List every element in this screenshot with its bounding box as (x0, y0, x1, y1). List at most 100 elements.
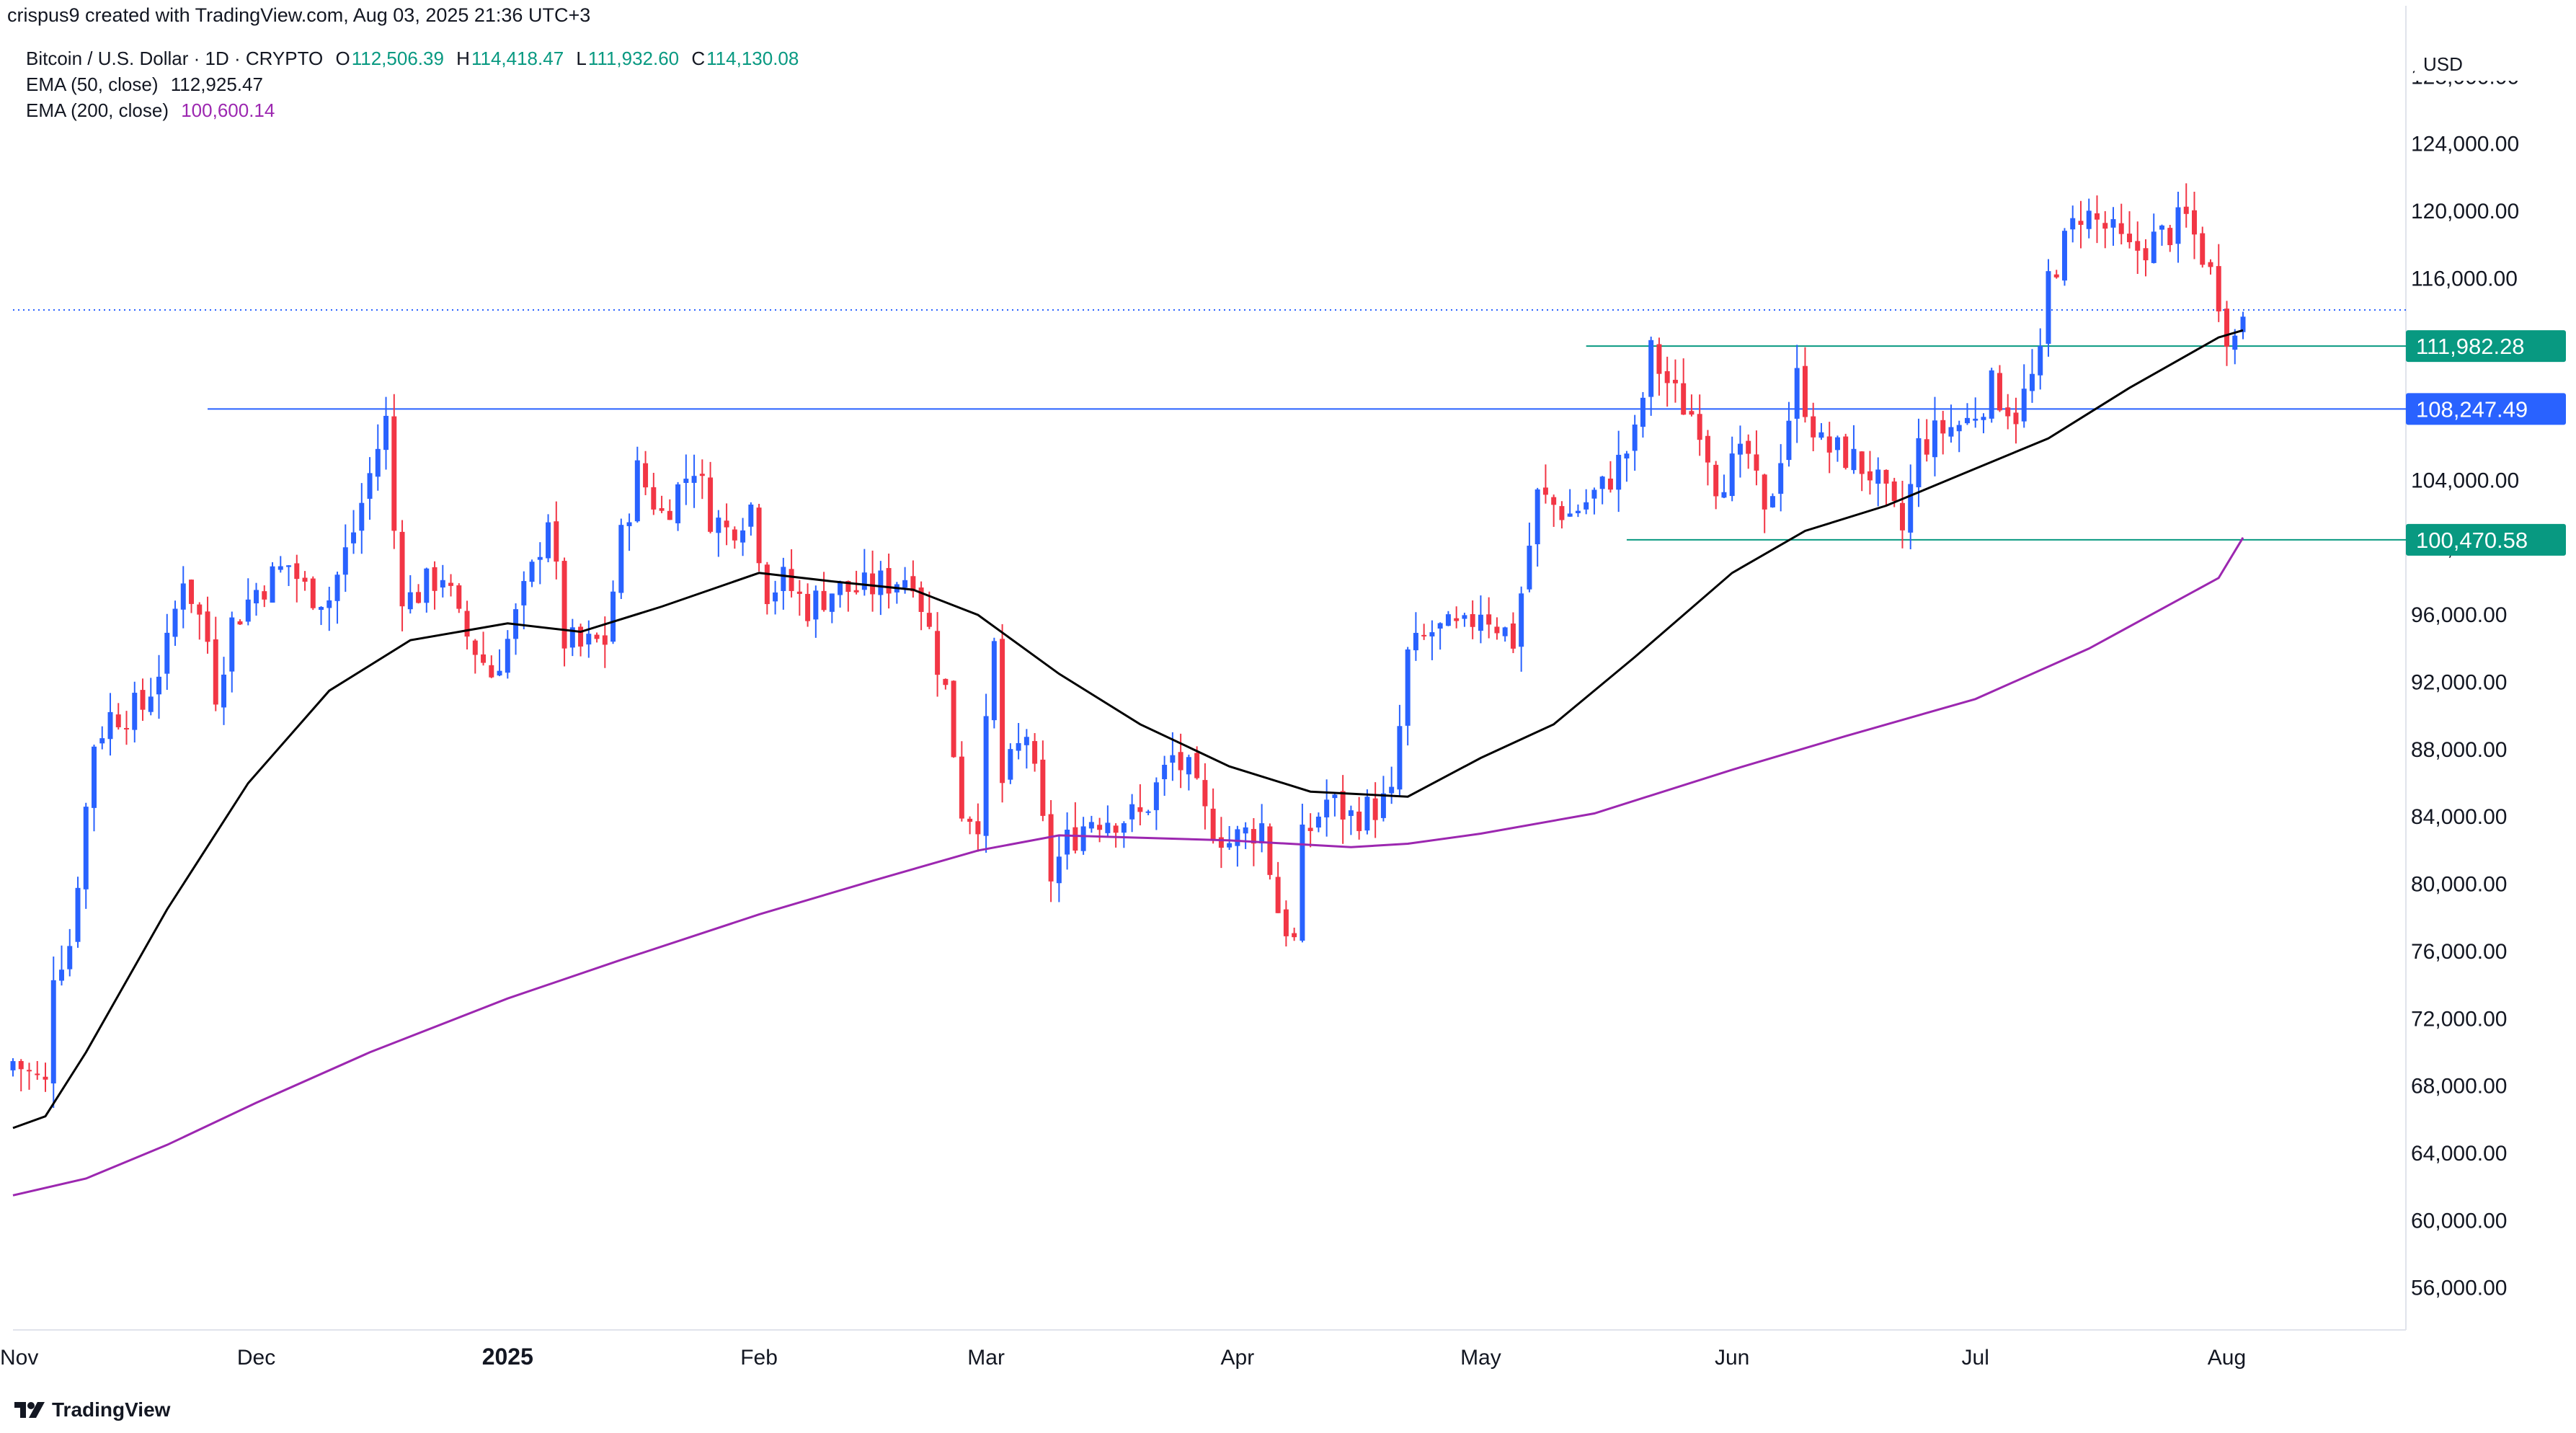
candle-body (2143, 248, 2149, 261)
candle-body (180, 583, 186, 610)
candle-body (1105, 822, 1111, 833)
candle-body (813, 590, 819, 620)
candle-body (1510, 623, 1516, 649)
candle-body (796, 591, 802, 594)
candle-body (1445, 614, 1451, 626)
candle-body (10, 1061, 16, 1070)
candle-body (910, 576, 916, 592)
candles (10, 183, 2246, 1108)
candle-body (1802, 365, 1808, 417)
candle-body (254, 590, 259, 604)
candle-body (1964, 417, 1970, 424)
level-badge (2406, 523, 2566, 556)
y-tick-label: 84,000.00 (2411, 805, 2507, 829)
candle-body (1769, 496, 1775, 507)
candle-body (578, 626, 584, 647)
candle-body (2126, 234, 2132, 243)
candle-body (2192, 210, 2197, 235)
x-tick-label: Apr (1221, 1346, 1255, 1370)
ema50-value: 112,925.47 (170, 74, 263, 95)
legend-ema200-row[interactable]: EMA (200, close) 100,600.14 (26, 99, 282, 122)
level-badge (2406, 330, 2566, 363)
candle-body (1632, 424, 1638, 451)
candle-body (1113, 825, 1119, 833)
candle-body (2094, 213, 2100, 220)
legend-symbol-row: Bitcoin / U.S. Dollar · 1D · CRYPTO O112… (26, 48, 806, 70)
candle-body (1470, 613, 1475, 627)
level-badge-label: 108,247.49 (2416, 396, 2528, 422)
candle-body (497, 670, 502, 676)
y-tick-label: 80,000.00 (2411, 873, 2507, 897)
y-tick-label: 72,000.00 (2411, 1007, 2507, 1031)
tradingview-brand[interactable]: TradingView (13, 1398, 170, 1421)
candle-body (1364, 797, 1370, 831)
candle-body (1227, 843, 1233, 848)
candle-body (805, 593, 811, 621)
candle-body (821, 590, 827, 611)
candle-body (529, 562, 535, 582)
candle-body (1429, 632, 1435, 636)
candle-body (464, 611, 470, 637)
y-tick-label: 68,000.00 (2411, 1075, 2507, 1099)
candle-body (359, 502, 365, 531)
candle-body (2029, 373, 2035, 391)
symbol-label[interactable]: Bitcoin / U.S. Dollar · 1D · CRYPTO (26, 48, 324, 69)
candle-body (1121, 823, 1127, 833)
candle-body (2118, 223, 2124, 234)
x-tick-label: Mar (967, 1346, 1005, 1370)
y-tick-label: 64,000.00 (2411, 1142, 2507, 1166)
candle-body (634, 460, 640, 522)
candle-body (975, 821, 981, 835)
y-axis[interactable]: 56,000.00 60,000.00 64,000.00 68,000.00 72,0… (2411, 65, 2519, 1300)
candle-body (1851, 448, 1857, 471)
candle-body (1818, 432, 1824, 438)
candle-body (245, 599, 251, 622)
y-tick-label: 92,000.00 (2411, 671, 2507, 695)
candle-body (1088, 822, 1094, 829)
candle-body (829, 593, 835, 612)
candle-body (92, 746, 97, 808)
candle-body (1405, 649, 1411, 726)
candle-body (1397, 726, 1403, 790)
candle-body (1924, 439, 1929, 455)
ema-lines (12, 329, 2244, 1197)
candle-body (1243, 827, 1248, 834)
ema50-label: EMA (50, close) (26, 74, 159, 95)
level-badge (2406, 393, 2566, 425)
candle-body (773, 592, 778, 602)
candle-body (1697, 414, 1702, 440)
candle-body (991, 641, 997, 721)
candle-body (367, 473, 373, 499)
candle-body (2102, 223, 2108, 229)
candle-body (1056, 856, 1062, 884)
candle-body (1380, 793, 1386, 818)
candle-body (1413, 633, 1418, 651)
x-tick-label: 2025 (482, 1344, 533, 1370)
candle-body (75, 887, 81, 942)
x-axis[interactable]: Nov Dec 2025 Feb Mar Apr May Jun Jul Aug (0, 1344, 2246, 1370)
currency-label[interactable]: USD (2415, 48, 2537, 81)
candle-body (2216, 266, 2221, 312)
candle-body (870, 573, 876, 595)
candle-body (1000, 639, 1005, 784)
candle-body (1251, 829, 1256, 844)
candle-body (1778, 463, 1784, 494)
candle-body (2224, 309, 2229, 347)
candle-body (115, 714, 121, 727)
candle-body (2159, 225, 2164, 230)
candle-body (67, 946, 73, 970)
candle-body (2135, 241, 2141, 251)
legend-ema50-row[interactable]: EMA (50, close) 112,925.47 (26, 74, 270, 96)
candle-body (229, 617, 235, 672)
candle-body (1973, 418, 1978, 421)
ema200-value: 100,600.14 (181, 99, 275, 121)
candle-body (618, 525, 624, 593)
candle-body (2053, 274, 2059, 278)
candle-body (1129, 804, 1135, 820)
ema200-line (12, 537, 2244, 1197)
candle-body (2046, 271, 2051, 344)
candle-body (902, 580, 908, 588)
candle-body (983, 716, 989, 836)
